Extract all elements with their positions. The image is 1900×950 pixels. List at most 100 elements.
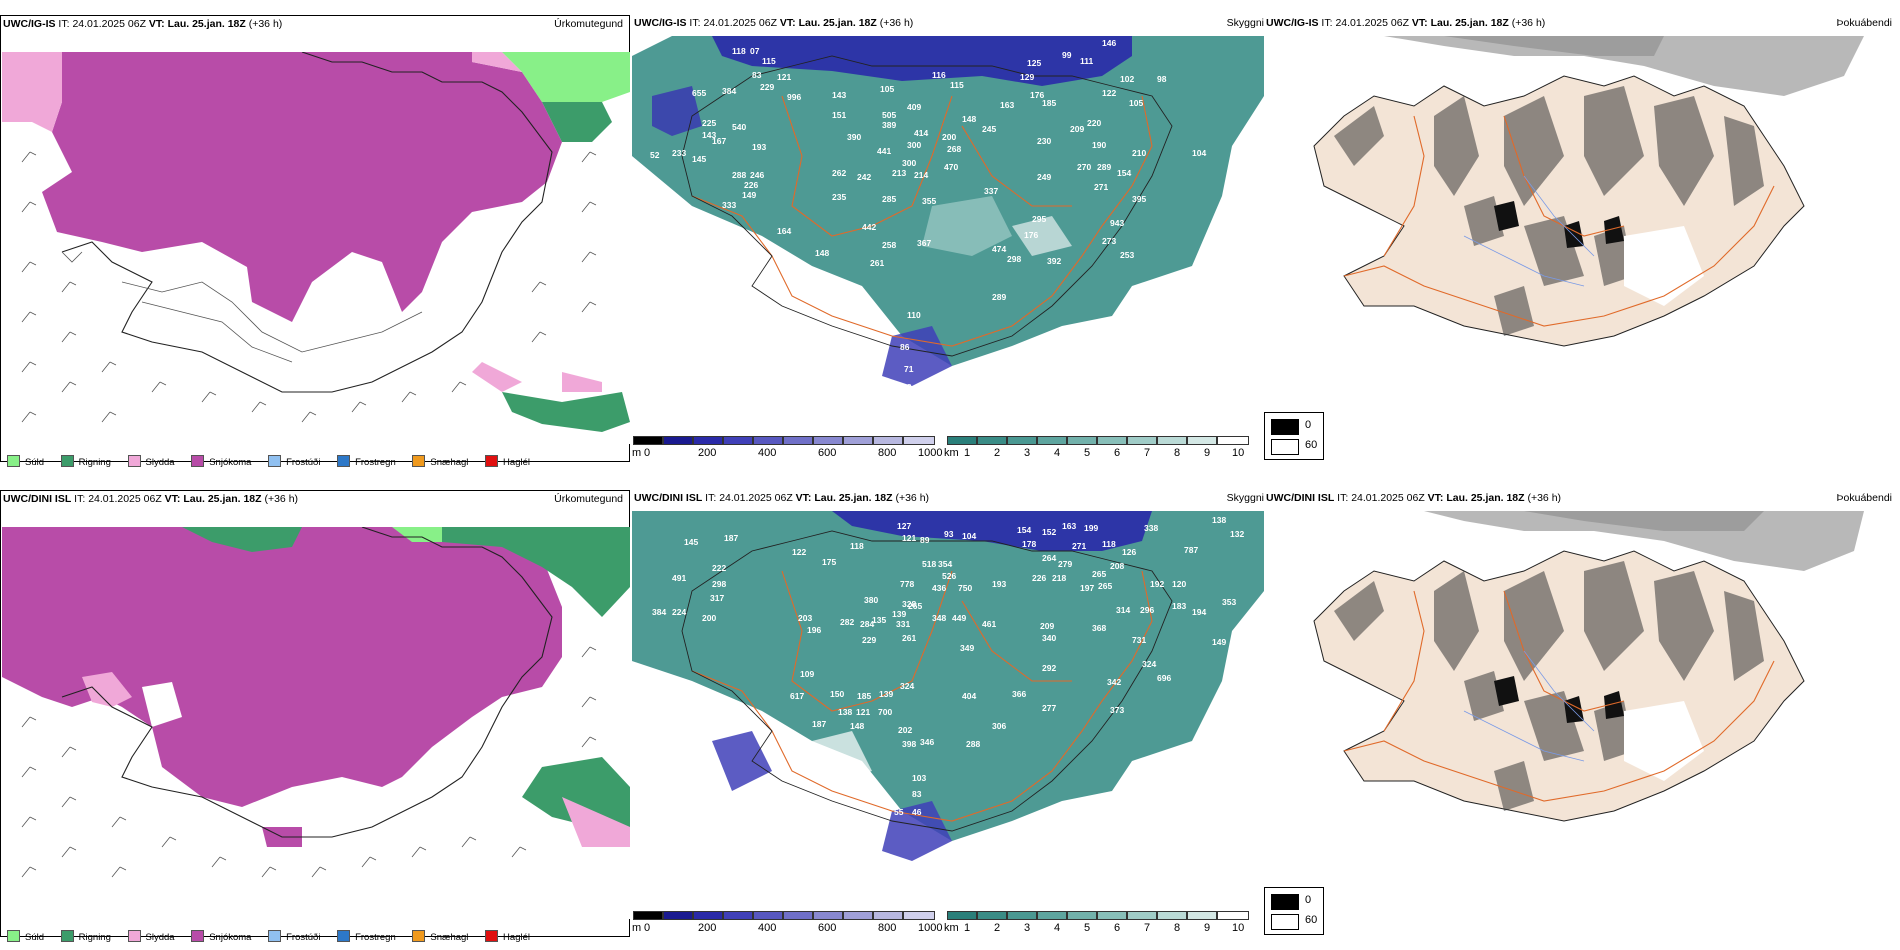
cloud-label: 111 xyxy=(1080,56,1094,66)
fog-legend: 0 60 xyxy=(1264,887,1324,935)
cloud-label: 324 xyxy=(900,681,914,691)
cloud-label: 226 xyxy=(1032,573,1046,583)
cloud-label: 93 xyxy=(920,382,930,392)
lead-time: (+36 h) xyxy=(264,493,299,505)
cloud-label: 346 xyxy=(920,737,934,747)
cloud-label: 167 xyxy=(712,136,726,146)
vt-value: Lau. 25.jan. 18Z xyxy=(798,17,877,29)
cloud-label: 200 xyxy=(942,132,956,142)
cloud-base-labels: 118 07 115 83 121 229 996 143 105 116 11… xyxy=(650,38,1251,392)
cloud-label: 289 xyxy=(1097,162,1111,172)
legend-item-frostregn: Frostregn xyxy=(337,930,396,943)
cloud-label: 104 xyxy=(962,531,976,541)
panel-header: UWC/DINI ISL IT: 24.01.2025 06Z VT: Lau.… xyxy=(3,493,623,507)
cloud-label: 731 xyxy=(1132,635,1146,645)
legend-item-snjokoma: Snjókoma xyxy=(191,455,251,468)
cloud-label: 139 xyxy=(892,609,906,619)
it-label: IT: xyxy=(58,18,70,30)
cloud-label: 126 xyxy=(1122,547,1136,557)
cloud-label: 121 xyxy=(856,707,870,717)
cloud-label: 271 xyxy=(1072,541,1086,551)
fog-map xyxy=(1264,36,1900,428)
cloud-label: 145 xyxy=(684,537,698,547)
cloud-label: 138 xyxy=(838,707,852,717)
cloud-label: 07 xyxy=(750,46,760,56)
iceland-coast xyxy=(681,530,1173,832)
cloud-label: 395 xyxy=(1132,194,1146,204)
precip-map xyxy=(2,527,630,919)
snow-area xyxy=(42,52,562,322)
cloud-label: 176 xyxy=(1024,230,1038,240)
cloud-label: 403 xyxy=(802,753,816,763)
it-label: IT: xyxy=(705,492,717,504)
vt-value: Lau. 25.jan. 18Z xyxy=(1430,17,1509,29)
cloud-label: 518 xyxy=(922,559,936,569)
cloud-visibility-panel: UWC/IG-IS IT: 24.01.2025 06Z VT: Lau. 25… xyxy=(632,17,1264,459)
wind-barbs xyxy=(21,151,597,423)
cloud-label: 209 xyxy=(1070,124,1084,134)
precip-legend: Súld Rigning Slydda Snjókoma Frostúði Fr… xyxy=(7,455,544,469)
cloud-label: 129 xyxy=(1020,72,1034,82)
cloud-label: 183 xyxy=(1172,601,1186,611)
cloud-label: 292 xyxy=(1042,663,1056,673)
cloud-map: 127 121 89 93 104 154 152 163 199 138 13… xyxy=(632,511,1264,903)
cloud-label: 265 xyxy=(908,601,922,611)
wind-barbs xyxy=(21,646,597,878)
cloud-label: 288 xyxy=(732,170,746,180)
cloud-label: 943 xyxy=(1110,218,1124,228)
cloud-label: 617 xyxy=(790,691,804,701)
cloud-label: 55 xyxy=(894,807,904,817)
cloud-label: 197 xyxy=(1080,583,1094,593)
cloud-label: 700 xyxy=(878,707,892,717)
cloud-label: 505 xyxy=(882,110,896,120)
cloud-label: 436 xyxy=(932,583,946,593)
cloud-label: 199 xyxy=(1084,523,1098,533)
cloud-label: 314 xyxy=(1116,605,1130,615)
panel-header: UWC/DINI ISL IT: 24.01.2025 06Z VT: Lau.… xyxy=(1266,492,1894,506)
cloud-label: 349 xyxy=(960,643,974,653)
cloud-label: 384 xyxy=(722,86,736,96)
cloud-label: 226 xyxy=(744,180,758,190)
cloud-label: 110 xyxy=(907,310,921,320)
it-value: 24.01.2025 06Z xyxy=(1351,492,1425,504)
cloud-label: 121 xyxy=(902,533,916,543)
roads xyxy=(691,95,1153,347)
cloud-label: 461 xyxy=(982,619,996,629)
legend-item-haglel: Haglél xyxy=(485,455,530,468)
vt-value: Lau. 25.jan. 18Z xyxy=(1446,492,1525,504)
cloud-label: 120 xyxy=(1172,579,1186,589)
cloud-label: 145 xyxy=(692,154,706,164)
cloud-label: 127 xyxy=(897,521,911,531)
model-name: UWC/DINI ISL xyxy=(3,493,72,505)
cloud-label: 696 xyxy=(1157,673,1171,683)
cloud-label: 264 xyxy=(1042,553,1056,563)
panel-header: UWC/IG-IS IT: 24.01.2025 06Z VT: Lau. 25… xyxy=(1266,17,1894,31)
cloud-label: 258 xyxy=(882,240,896,250)
cloud-visibility-panel: UWC/DINI ISL IT: 24.01.2025 06Z VT: Lau.… xyxy=(632,492,1264,934)
cloud-label: 115 xyxy=(950,80,964,90)
field-type-label: Úrkomutegund xyxy=(554,18,623,30)
cloud-label: 273 xyxy=(1102,236,1116,246)
cloud-label: 324 xyxy=(1142,659,1156,669)
cloud-label: 277 xyxy=(1042,703,1056,713)
vt-value: Lau. 25.jan. 18Z xyxy=(183,493,262,505)
vt-value: Lau. 25.jan. 18Z xyxy=(167,18,246,30)
cloud-label: 138 xyxy=(1212,515,1226,525)
legend-item-slydda: Slydda xyxy=(127,455,175,468)
cloud-label: 175 xyxy=(822,557,836,567)
cloud-label: 271 xyxy=(1094,182,1108,192)
vt-label: VT: xyxy=(779,17,796,29)
visibility-colorbar xyxy=(947,436,1249,446)
cloud-label: 442 xyxy=(862,222,876,232)
cloud-label: 331 xyxy=(896,619,910,629)
cloud-label: 122 xyxy=(1102,88,1116,98)
model-name: UWC/DINI ISL xyxy=(634,492,703,504)
cloud-label: 441 xyxy=(877,146,891,156)
cloud-label: 261 xyxy=(870,258,884,268)
panel-header: UWC/IG-IS IT: 24.01.2025 06Z VT: Lau. 25… xyxy=(634,17,1258,31)
cloud-label: 246 xyxy=(750,170,764,180)
lead-time: (+36 h) xyxy=(1511,17,1546,29)
cloud-label: 143 xyxy=(832,90,846,100)
cloud-label: 265 xyxy=(1092,569,1106,579)
cloud-label: 353 xyxy=(1222,597,1236,607)
